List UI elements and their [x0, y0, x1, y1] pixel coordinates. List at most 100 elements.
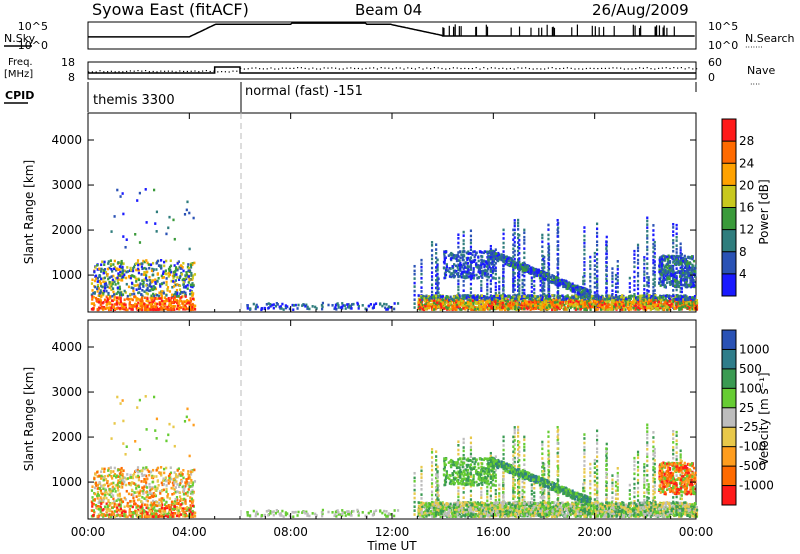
power-cell [148, 266, 151, 270]
power-cell [537, 271, 540, 274]
nave-top-tick: 60 [708, 56, 722, 69]
power-cell [455, 299, 458, 302]
power-cell [130, 308, 133, 311]
power-cell [653, 277, 656, 281]
power-cell [565, 308, 569, 311]
power-cell [147, 300, 150, 303]
power-cell [636, 279, 640, 283]
power-cell [507, 259, 510, 263]
power-cell [498, 297, 501, 300]
nave-dot [677, 67, 679, 69]
power-cell [665, 298, 668, 302]
power-cell [502, 283, 505, 287]
power-cell [507, 257, 510, 260]
power-cell [518, 302, 521, 306]
nave-dot [228, 71, 230, 73]
power-cell [652, 278, 655, 281]
power-cell [106, 274, 109, 278]
power-cell [118, 268, 121, 271]
nave-dot [88, 71, 90, 73]
power-cell [145, 259, 148, 262]
power-cell [337, 304, 340, 307]
power-cell [648, 306, 651, 310]
power-cell [582, 304, 585, 307]
power-cell [494, 266, 497, 270]
nave-dot [445, 68, 447, 70]
power-cell [252, 302, 255, 306]
power-cell [547, 233, 550, 237]
power-cell [517, 224, 520, 228]
power-cell [152, 308, 155, 312]
nave-dot [346, 67, 348, 69]
nave-dot [559, 68, 561, 70]
power-cell [547, 288, 550, 291]
power-cell [484, 300, 488, 304]
power-cell [605, 243, 608, 247]
power-cell [673, 299, 676, 303]
nave-dot [289, 67, 291, 70]
power-cell [541, 233, 544, 237]
velocity-panel [87, 319, 697, 520]
power-cell [502, 287, 505, 291]
power-cell [90, 282, 94, 285]
power-cell [513, 276, 516, 279]
power-cell [464, 307, 467, 311]
power-cell [685, 301, 688, 305]
power-cell [162, 290, 165, 294]
power-cell [673, 295, 676, 299]
power-cell [521, 294, 524, 298]
power-cell [646, 306, 649, 310]
power-cell [672, 294, 675, 298]
power-cell [193, 261, 196, 265]
power-cell [510, 258, 514, 261]
power-cell [337, 306, 340, 309]
power-cell [124, 308, 127, 311]
power-cell [430, 299, 433, 302]
power-cell [646, 248, 649, 252]
power-cell [462, 246, 465, 250]
power-cell [652, 261, 655, 265]
power-cell [582, 282, 585, 286]
power-cell [647, 276, 650, 279]
nave-dot [650, 68, 652, 70]
power-cell [616, 272, 619, 275]
power-cell [506, 295, 509, 299]
power-cell [186, 265, 190, 269]
power-cell [614, 282, 618, 286]
power-cell [523, 235, 526, 239]
power-cell [480, 251, 483, 254]
power-cell [596, 306, 599, 309]
power-cell [511, 304, 514, 308]
power-cell [678, 301, 681, 304]
power-cell [272, 303, 275, 306]
power-cell [158, 294, 161, 298]
power-cell [179, 267, 182, 270]
nave-dot [528, 67, 530, 70]
power-cell [472, 301, 475, 305]
nave-dot [407, 67, 409, 69]
power-cell [457, 241, 460, 245]
power-cell [540, 270, 543, 274]
power-cell [480, 283, 483, 287]
nave-dot [91, 71, 93, 73]
power-cell [513, 272, 516, 275]
power-cell [551, 281, 554, 285]
nave-dot [688, 67, 690, 69]
power-cell [652, 238, 655, 242]
power-cell [184, 275, 188, 279]
power-cell [542, 255, 545, 258]
power-cell [154, 296, 157, 300]
power-cell [413, 281, 416, 285]
power-cell [610, 301, 614, 305]
power-cell [607, 308, 610, 311]
nave-dot [506, 68, 508, 70]
power-cell [469, 287, 473, 290]
power-cell [547, 255, 551, 259]
power-cell [138, 191, 141, 195]
power-cell [417, 301, 420, 305]
power-cell [114, 277, 117, 280]
power-cell [646, 281, 649, 284]
power-cell [488, 300, 491, 304]
power-cell [439, 298, 442, 302]
power-cell [107, 291, 110, 295]
